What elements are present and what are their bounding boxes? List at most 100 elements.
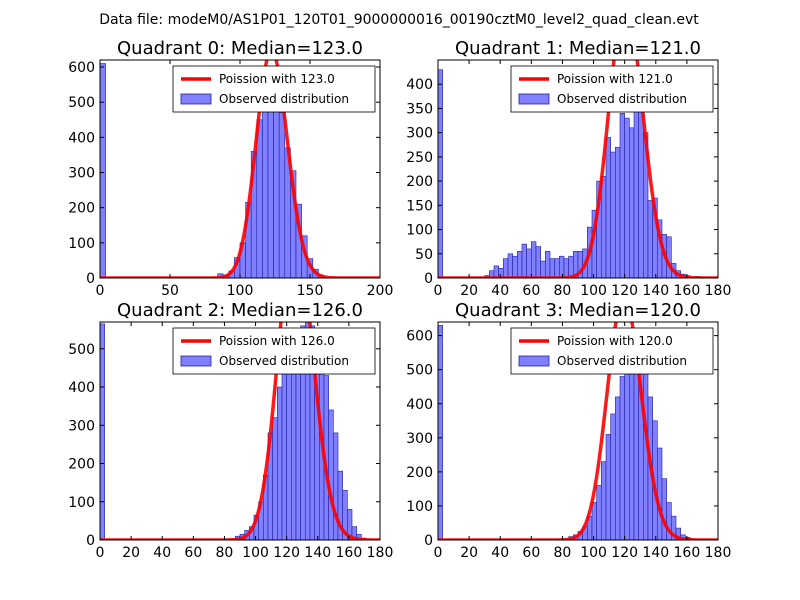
histogram-bar [647,200,653,278]
quadrant-1-panel: Quadrant 1: Median=121.00 20 40 60 80 100 120 1… [406,38,732,299]
y-tick-label: 200 [68,457,95,473]
x-tick-label: 200 [367,283,394,299]
histogram-bar [549,258,555,278]
histogram-bar [596,485,602,540]
legend-label-observed: Observed distribution [219,354,349,368]
y-tick-label: 400 [68,380,95,396]
histogram-bar [559,255,565,278]
histogram-bar [100,323,105,540]
histogram-bar [493,265,499,278]
y-tick-label: 600 [68,60,95,76]
quadrant-1-title: Quadrant 1: Median=121.0 [455,38,701,59]
histogram-bar [610,151,616,278]
histogram-bar [507,253,513,278]
histogram-bar [591,502,597,540]
x-tick-label: 50 [161,283,179,299]
x-tick-label: 180 [705,545,732,561]
histogram-bar [291,359,297,540]
y-tick-label: 250 [406,150,433,166]
x-tick-label: 0 [96,545,105,561]
x-tick-label: 180 [705,283,732,299]
histogram-bar [438,325,443,540]
x-tick-label: 20 [460,283,478,299]
quadrant-0-panel: Quadrant 0: Median=123.0 0 50 100 150 200 0 100… [68,38,393,299]
x-tick-label: 40 [491,545,509,561]
y-tick-label: 0 [424,533,433,549]
y-tick-label: 300 [406,126,433,142]
y-tick-label: 0 [86,271,95,287]
histogram-bar [540,260,546,278]
histogram-bar [633,103,639,278]
histogram-bar [610,413,616,540]
y-tick-label: 350 [406,101,433,117]
x-tick-label: 80 [554,283,572,299]
y-tick-label: 100 [68,236,95,252]
quadrant-3-title: Quadrant 3: Median=120.0 [455,300,701,321]
x-tick-label: 100 [580,545,607,561]
histogram-bar [605,137,611,278]
histogram-bar [661,478,667,540]
y-tick-label: 400 [406,397,433,413]
legend-label-observed: Observed distribution [219,92,349,106]
histogram-bar [286,363,292,540]
histogram-bar [512,255,518,278]
legend-swatch-observed [180,355,212,367]
quadrant-1-legend: Poission with 121.0 Observed distribution [510,65,714,113]
quadrant-0-legend: Poission with 123.0 Observed distribution [172,65,376,113]
y-tick-label: 0 [424,271,433,287]
y-tick-label: 500 [68,342,95,358]
histogram-bar [281,371,287,540]
histogram-bar [503,258,509,278]
legend-label-poisson: Poission with 121.0 [557,72,673,86]
quadrant-3-axes-frame [437,321,719,541]
histogram-bar [657,447,663,540]
x-tick-label: 160 [336,545,363,561]
y-tick-label: 200 [406,465,433,481]
legend-label-observed: Observed distribution [557,92,687,106]
y-tick-label: 600 [406,329,433,345]
y-tick-label: 300 [68,418,95,434]
quadrant-3-legend: Poission with 120.0 Observed distribution [510,327,714,375]
histogram-bar [278,112,286,278]
y-tick-label: 100 [406,223,433,239]
legend-swatch-observed [180,93,212,105]
quadrant-2-panel: Quadrant 2: Median=126.00 20 40 60 80 100 120 1… [68,300,394,561]
histogram-bar [531,241,537,278]
y-tick-label: 200 [406,174,433,190]
x-tick-label: 100 [227,283,254,299]
poisson-fit-line [438,60,718,278]
y-tick-label: 400 [68,130,95,146]
histogram-bar [624,348,630,540]
y-tick-label: 300 [68,166,95,182]
histogram-bar [601,461,607,540]
legend-swatch-observed [518,355,550,367]
x-tick-label: 80 [554,545,572,561]
x-tick-label: 20 [122,545,140,561]
histogram-bar [675,527,681,540]
histogram-bar [535,246,541,278]
x-tick-label: 180 [367,545,394,561]
x-tick-label: 120 [611,545,638,561]
x-tick-label: 140 [642,283,669,299]
x-tick-label: 40 [153,545,171,561]
legend-label-poisson: Poission with 120.0 [557,334,673,348]
histogram-bar [601,175,607,278]
x-tick-label: 0 [434,283,443,299]
figure-suptitle: Data file: modeM0/AS1P01_120T01_90000000… [99,12,699,28]
x-tick-label: 0 [96,283,105,299]
legend-label-poisson: Poission with 123.0 [219,72,335,86]
histogram-bar [619,376,625,540]
legend-label-observed: Observed distribution [557,354,687,368]
x-tick-label: 140 [642,545,669,561]
quadrant-1-axes-frame [437,59,719,279]
histogram-bar [605,434,611,540]
histogram-bar [256,119,263,278]
histogram-bar [545,251,551,278]
quadrant-0-title: Quadrant 0: Median=123.0 [117,38,363,59]
quadrant-2-axes-frame [99,321,381,541]
quadrant-3-plot-area [438,322,718,540]
x-tick-label: 0 [434,545,443,561]
y-tick-label: 500 [406,363,433,379]
histogram-bar [517,251,523,278]
